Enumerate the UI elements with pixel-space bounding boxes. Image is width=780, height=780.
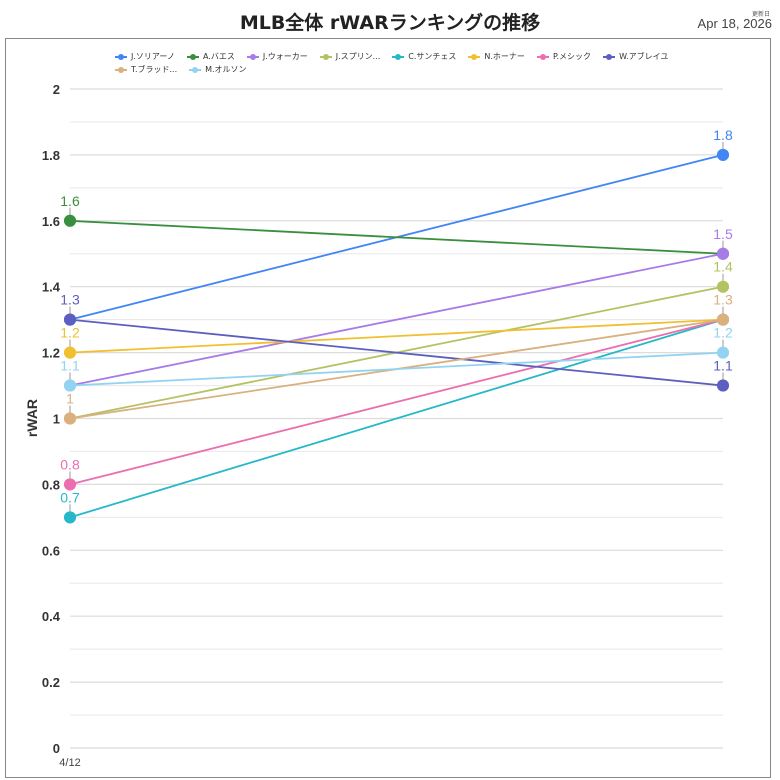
data-point[interactable] xyxy=(64,313,76,326)
legend-swatch-icon xyxy=(246,54,259,60)
legend-swatch-icon xyxy=(603,54,616,60)
chart-legend: J.ソリアーノ A.バエス J.ウォーカー J.スプリン... C.サンチェス N.ホーナ… xyxy=(115,50,715,76)
data-label: 1.3 xyxy=(713,292,733,308)
data-point[interactable] xyxy=(717,313,729,326)
data-point[interactable] xyxy=(64,511,76,524)
legend-item[interactable]: J.ウォーカー xyxy=(246,51,308,63)
data-label: 1.2 xyxy=(60,325,80,341)
y-tick-label: 0.6 xyxy=(42,543,60,558)
legend-label: A.バエス xyxy=(202,52,235,61)
data-label: 1.1 xyxy=(60,358,80,374)
series-line xyxy=(69,318,724,354)
y-tick-label: 1.8 xyxy=(42,148,60,163)
series-line xyxy=(69,351,724,387)
legend-item[interactable]: N.ホーナー xyxy=(468,51,525,63)
legend-label: J.スプリン... xyxy=(335,52,381,61)
legend-label: T.ブラッド... xyxy=(131,65,178,74)
y-tick-label: 0 xyxy=(53,741,60,756)
data-point[interactable] xyxy=(717,379,729,392)
data-label: 1.1 xyxy=(713,358,733,374)
legend-swatch-icon xyxy=(186,54,199,60)
data-point[interactable] xyxy=(64,214,76,227)
chart-title: MLB全体 rWARランキングの推移 xyxy=(239,12,541,34)
legend-swatch-icon xyxy=(536,54,549,60)
x-tick-label: 4/12 xyxy=(59,757,80,769)
legend-label: W.アブレイユ xyxy=(619,52,669,61)
series-line xyxy=(69,219,724,255)
legend-swatch-icon xyxy=(189,67,202,73)
data-label: 1.8 xyxy=(713,127,733,143)
y-tick-label: 1.6 xyxy=(42,214,60,229)
legend-swatch-icon xyxy=(115,54,127,60)
data-label: 0.7 xyxy=(60,489,80,505)
legend-item[interactable]: M.オルソン xyxy=(189,64,247,76)
legend-item[interactable]: A.バエス xyxy=(186,51,235,63)
data-point[interactable] xyxy=(64,412,76,425)
y-tick-label: 1.2 xyxy=(42,346,60,361)
y-tick-label: 0.4 xyxy=(42,609,61,624)
y-tick-label: 1 xyxy=(53,412,60,427)
legend-swatch-icon xyxy=(392,54,405,60)
data-point[interactable] xyxy=(717,346,729,359)
y-tick-label: 0.2 xyxy=(42,675,60,690)
legend-item[interactable]: T.ブラッド... xyxy=(115,64,177,76)
y-tick-label: 2 xyxy=(53,82,60,97)
data-label: 0.8 xyxy=(60,456,80,472)
legend-item[interactable]: W.アブレイユ xyxy=(603,51,668,63)
legend-swatch-icon xyxy=(468,54,481,60)
data-point[interactable] xyxy=(64,478,76,491)
legend-swatch-icon xyxy=(319,54,332,60)
legend-label: N.ホーナー xyxy=(484,52,525,61)
data-point[interactable] xyxy=(64,346,76,359)
y-tick-label: 0.8 xyxy=(42,477,60,492)
chart-frame xyxy=(5,38,771,778)
y-tick-label: 1.4 xyxy=(42,280,61,295)
data-label: 1.4 xyxy=(713,259,733,275)
data-point[interactable] xyxy=(717,280,729,293)
data-label: 1.3 xyxy=(60,292,80,308)
legend-item[interactable]: C.サンチェス xyxy=(392,51,456,63)
data-point[interactable] xyxy=(717,247,729,260)
legend-label: P.メシック xyxy=(552,52,592,61)
legend-item[interactable]: J.スプリン... xyxy=(319,51,381,63)
series-line xyxy=(69,318,724,519)
data-label: 1.2 xyxy=(713,325,733,341)
updated-date: Apr 18, 2026 xyxy=(697,16,772,31)
series-line xyxy=(69,318,724,387)
legend-label: M.オルソン xyxy=(205,65,247,74)
legend-label: C.サンチェス xyxy=(408,52,457,61)
series-line xyxy=(69,318,724,486)
data-label: 1 xyxy=(66,391,74,407)
data-point[interactable] xyxy=(717,148,729,161)
series-line xyxy=(69,252,724,387)
legend-item[interactable]: P.メシック xyxy=(536,51,592,63)
data-point[interactable] xyxy=(64,379,76,392)
legend-label: J.ソリアーノ xyxy=(131,52,175,61)
updated-label: 更新日 xyxy=(751,11,770,18)
data-label: 1.5 xyxy=(713,226,733,242)
data-label: 1.6 xyxy=(60,193,80,209)
legend-swatch-icon xyxy=(115,67,127,73)
legend-item[interactable]: J.ソリアーノ xyxy=(115,51,175,63)
legend-label: J.ウォーカー xyxy=(262,52,308,61)
